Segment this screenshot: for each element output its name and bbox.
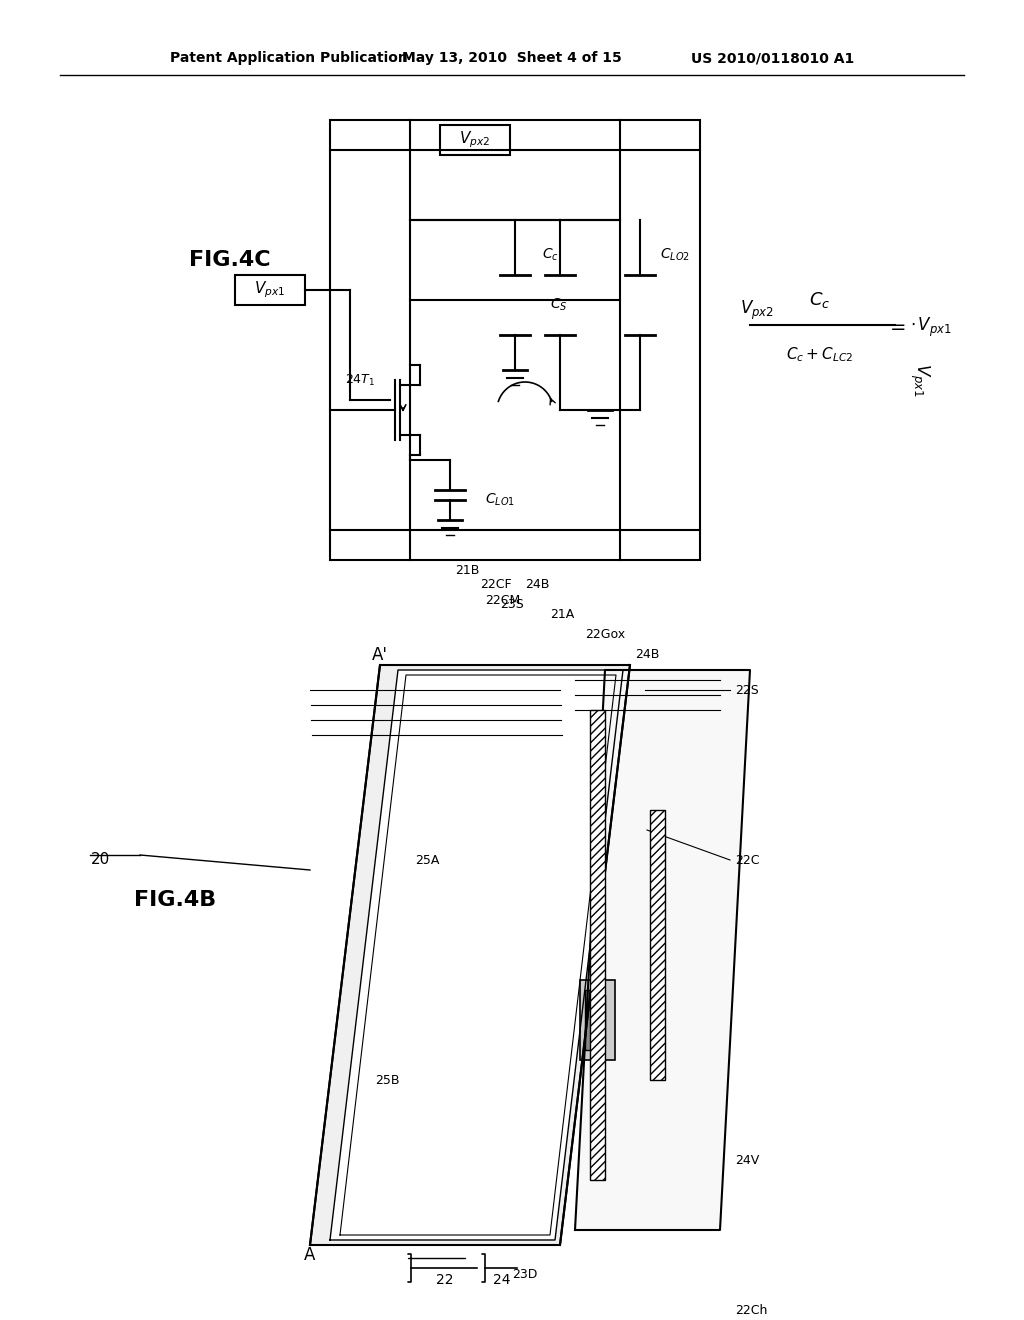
- Text: $C_{LO1}$: $C_{LO1}$: [485, 492, 515, 508]
- Text: 22CF: 22CF: [480, 578, 512, 591]
- Text: $C_c$: $C_c$: [809, 290, 830, 310]
- Text: $V_{px1}$: $V_{px1}$: [254, 280, 286, 300]
- Text: A': A': [372, 645, 388, 664]
- Text: 22C: 22C: [735, 854, 760, 866]
- Text: $V_{px2}$: $V_{px2}$: [460, 129, 490, 150]
- Bar: [330, 120, 700, 560]
- Text: $C_{LO2}$: $C_{LO2}$: [660, 247, 690, 263]
- Text: 21B: 21B: [455, 564, 479, 577]
- Polygon shape: [575, 671, 750, 1230]
- Text: $V_{px1}$: $V_{px1}$: [908, 363, 932, 397]
- Polygon shape: [310, 665, 630, 1245]
- Bar: [585, 990, 595, 1049]
- Text: 22: 22: [436, 1272, 454, 1287]
- Text: $C_c + C_{LC2}$: $C_c + C_{LC2}$: [786, 346, 854, 364]
- Text: $C_c$: $C_c$: [542, 247, 558, 263]
- Text: 24: 24: [494, 1272, 511, 1287]
- Bar: [580, 979, 615, 1060]
- Polygon shape: [330, 671, 623, 1239]
- Text: 20: 20: [90, 853, 110, 867]
- Text: $C_S$: $C_S$: [550, 297, 567, 313]
- Text: 22CM: 22CM: [485, 594, 520, 606]
- Bar: [650, 810, 665, 1080]
- Text: 22S: 22S: [735, 684, 759, 697]
- Text: A: A: [304, 1246, 315, 1265]
- Text: May 13, 2010  Sheet 4 of 15: May 13, 2010 Sheet 4 of 15: [402, 51, 622, 65]
- Text: 22Gox: 22Gox: [585, 628, 625, 642]
- Bar: [595, 995, 605, 1045]
- Bar: [440, 125, 510, 154]
- Text: 23D: 23D: [512, 1269, 538, 1282]
- Text: 23S: 23S: [500, 598, 523, 611]
- Text: 24V: 24V: [735, 1154, 759, 1167]
- Text: 24B: 24B: [525, 578, 549, 591]
- Polygon shape: [340, 675, 616, 1236]
- Text: $\cdot\, V_{px1}$: $\cdot\, V_{px1}$: [910, 315, 952, 339]
- Text: FIG.4B: FIG.4B: [134, 890, 216, 909]
- Text: 25A: 25A: [415, 854, 439, 866]
- Text: =: =: [890, 318, 906, 337]
- Text: Patent Application Publication: Patent Application Publication: [170, 51, 408, 65]
- Text: $V_{px2}$: $V_{px2}$: [740, 298, 774, 322]
- Text: US 2010/0118010 A1: US 2010/0118010 A1: [691, 51, 854, 65]
- Text: 25B: 25B: [375, 1073, 399, 1086]
- Text: 21A: 21A: [550, 609, 574, 622]
- Text: 22Ch: 22Ch: [735, 1304, 767, 1316]
- Text: FIG.4C: FIG.4C: [189, 249, 270, 271]
- Bar: [234, 275, 305, 305]
- Bar: [590, 710, 605, 1180]
- Text: 24B: 24B: [635, 648, 659, 661]
- Text: $24T_1$: $24T_1$: [345, 372, 375, 388]
